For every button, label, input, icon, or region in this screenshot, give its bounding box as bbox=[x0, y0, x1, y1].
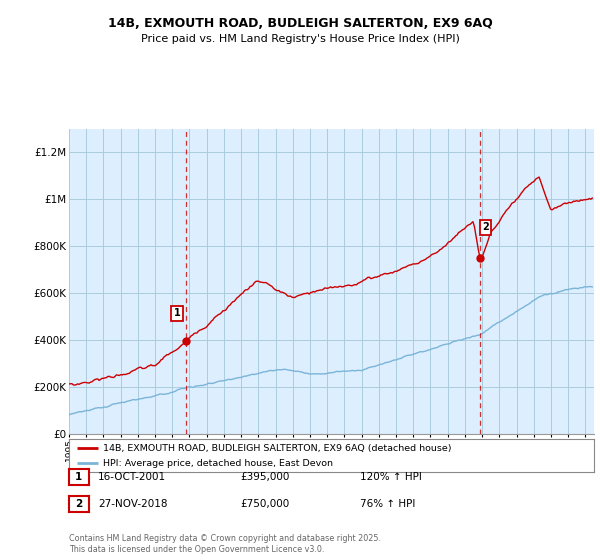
Text: 27-NOV-2018: 27-NOV-2018 bbox=[98, 499, 167, 509]
Text: Price paid vs. HM Land Registry's House Price Index (HPI): Price paid vs. HM Land Registry's House … bbox=[140, 34, 460, 44]
Text: HPI: Average price, detached house, East Devon: HPI: Average price, detached house, East… bbox=[103, 459, 333, 468]
Text: £395,000: £395,000 bbox=[240, 472, 289, 482]
Text: 1: 1 bbox=[174, 308, 181, 318]
Text: 2: 2 bbox=[482, 222, 489, 232]
Text: £750,000: £750,000 bbox=[240, 499, 289, 509]
Text: Contains HM Land Registry data © Crown copyright and database right 2025.
This d: Contains HM Land Registry data © Crown c… bbox=[69, 534, 381, 554]
Text: 14B, EXMOUTH ROAD, BUDLEIGH SALTERTON, EX9 6AQ: 14B, EXMOUTH ROAD, BUDLEIGH SALTERTON, E… bbox=[107, 17, 493, 30]
Text: 120% ↑ HPI: 120% ↑ HPI bbox=[360, 472, 422, 482]
Text: 2: 2 bbox=[75, 499, 83, 509]
Text: 1: 1 bbox=[75, 472, 83, 482]
Text: 76% ↑ HPI: 76% ↑ HPI bbox=[360, 499, 415, 509]
Text: 14B, EXMOUTH ROAD, BUDLEIGH SALTERTON, EX9 6AQ (detached house): 14B, EXMOUTH ROAD, BUDLEIGH SALTERTON, E… bbox=[103, 444, 452, 452]
Text: 16-OCT-2001: 16-OCT-2001 bbox=[98, 472, 166, 482]
